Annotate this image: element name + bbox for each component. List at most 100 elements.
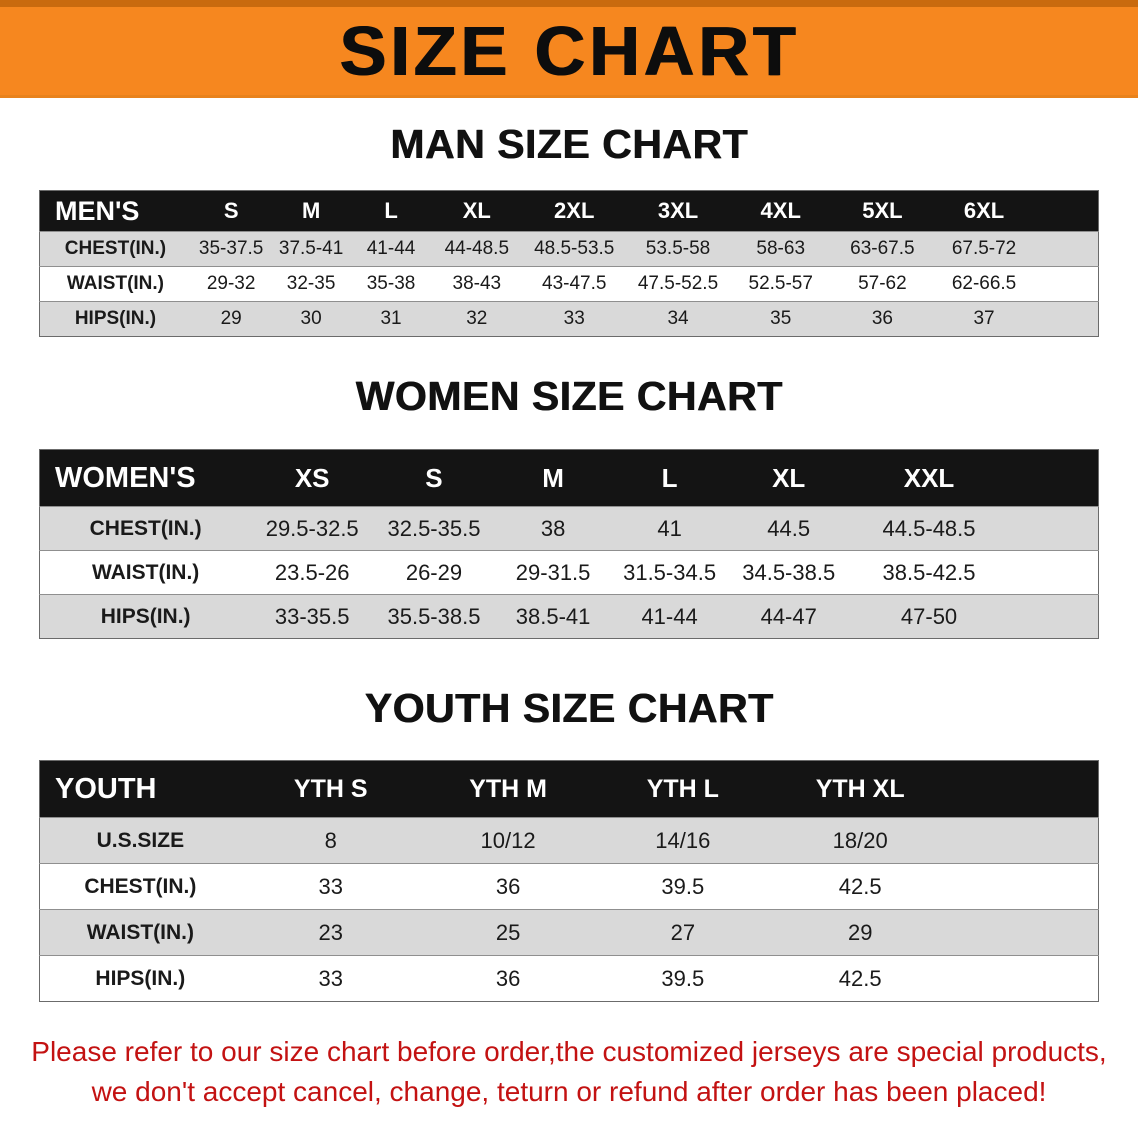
row-label: WAIST(IN.) [86, 920, 195, 944]
size-value-cell: 53.5-58 [645, 238, 711, 259]
size-value-cell: 47.5-52.5 [637, 273, 719, 294]
size-value-cell: 31.5-34.5 [623, 559, 717, 585]
spacer-cell [1008, 595, 1098, 639]
spacer-cell [950, 956, 1098, 1002]
size-value-cell: 26-29 [405, 559, 463, 585]
size-value-cell: 36 [495, 873, 521, 899]
size-value-cell: 32 [466, 308, 488, 329]
women-size-table: WOMEN'S XS S M L XL XXL CHEST(IN.) 29.5-… [39, 449, 1099, 639]
size-column-header: S [223, 198, 239, 223]
size-value-cell: 29-31.5 [515, 559, 591, 585]
spacer-cell [950, 910, 1098, 956]
spacer-cell [1035, 232, 1099, 267]
size-value-cell: 57-62 [858, 273, 907, 294]
disclaimer-line: we don't accept cancel, change, teturn o… [91, 1075, 1047, 1107]
size-value-cell: 44.5 [767, 515, 811, 541]
youth-size-table: YOUTH YTH S YTH M YTH L YTH XL U.S.SIZE … [39, 760, 1099, 1002]
size-value-cell: 29 [847, 919, 873, 945]
size-chart-banner: SIZE CHART [0, 0, 1138, 98]
size-value-cell: 38 [540, 515, 566, 541]
size-value-cell: 35 [770, 308, 792, 329]
table-row: CHEST(IN.) 33 36 39.5 42.5 [39, 863, 1099, 910]
row-label: CHEST(IN.) [84, 874, 197, 898]
size-value-cell: 23 [318, 919, 343, 945]
size-value-cell: 29-32 [206, 273, 256, 294]
row-label: CHEST(IN.) [89, 516, 202, 540]
size-value-cell: 36 [495, 965, 521, 991]
size-column-header: 5XL [862, 198, 903, 223]
size-value-cell: 67.5-72 [951, 238, 1017, 259]
size-column-header: XS [294, 462, 330, 493]
table-header-row: YOUTH YTH S YTH M YTH L YTH XL [39, 760, 1099, 818]
size-value-cell: 37 [973, 308, 995, 329]
size-column-header: YTH M [469, 774, 547, 803]
spacer-cell [950, 761, 1098, 818]
size-column-header: 2XL [554, 198, 595, 223]
size-column-header: YTH S [293, 774, 368, 803]
size-value-cell: 14/16 [655, 827, 711, 853]
row-label: HIPS(IN.) [100, 604, 191, 628]
spacer-cell [950, 864, 1098, 910]
size-value-cell: 38-43 [452, 273, 502, 294]
size-value-cell: 41-44 [641, 603, 698, 629]
size-value-cell: 39.5 [661, 873, 705, 899]
size-value-cell: 48.5-53.5 [534, 238, 615, 259]
table-row: CHEST(IN.) 35-37.5 37.5-41 41-44 44-48.5… [39, 231, 1099, 267]
row-label: WAIST(IN.) [91, 560, 200, 584]
size-value-cell: 62-66.5 [951, 273, 1017, 294]
spacer-cell [950, 818, 1098, 864]
size-value-cell: 38.5-41 [515, 603, 591, 629]
table-header-row: WOMEN'S XS S M L XL XXL [39, 449, 1099, 507]
size-value-cell: 42.5 [838, 965, 882, 991]
row-label: U.S.SIZE [96, 828, 185, 852]
size-column-header: XL [772, 462, 806, 493]
spacer-cell [1008, 507, 1098, 551]
table-row: CHEST(IN.) 29.5-32.5 32.5-35.5 38 41 44.… [39, 506, 1099, 551]
size-value-cell: 63-67.5 [850, 238, 915, 259]
row-label: HIPS(IN.) [95, 966, 186, 990]
size-value-cell: 33 [318, 873, 343, 899]
disclaimer-text: Please refer to our size chart before or… [0, 1032, 1138, 1112]
youth-section-heading: YOUTH SIZE CHART [364, 685, 774, 731]
size-value-cell: 25 [495, 919, 521, 945]
size-column-header: 4XL [760, 198, 801, 223]
size-value-cell: 33 [563, 308, 585, 329]
women-table-title: WOMEN'S [55, 461, 196, 494]
size-value-cell: 8 [324, 827, 337, 853]
size-column-header: 6XL [963, 198, 1005, 223]
table-row: WAIST(IN.) 23.5-26 26-29 29-31.5 31.5-34… [39, 550, 1099, 595]
size-value-cell: 43-47.5 [542, 273, 607, 294]
row-label: HIPS(IN.) [74, 308, 157, 329]
size-value-cell: 35.5-38.5 [387, 603, 481, 629]
size-value-cell: 42.5 [838, 873, 882, 899]
size-value-cell: 30 [300, 308, 322, 329]
size-column-header: 3XL [657, 198, 699, 223]
page-title: SIZE CHART [339, 12, 799, 90]
size-value-cell: 44.5-48.5 [882, 515, 976, 541]
size-value-cell: 10/12 [480, 827, 536, 853]
size-column-header: L [384, 198, 398, 223]
size-column-header: L [661, 462, 678, 493]
spacer-cell [1008, 551, 1098, 595]
size-value-cell: 58-63 [756, 238, 806, 259]
size-column-header: YTH XL [815, 774, 905, 803]
size-value-cell: 29.5-32.5 [265, 515, 359, 541]
men-table-title: MEN'S [55, 195, 140, 226]
size-value-cell: 36 [871, 308, 893, 329]
size-value-cell: 44-47 [760, 603, 817, 629]
table-row: HIPS(IN.) 29 30 31 32 33 34 35 36 37 [39, 301, 1099, 337]
spacer-cell [1035, 302, 1099, 337]
size-column-header: M [301, 198, 321, 223]
size-value-cell: 33-35.5 [274, 603, 350, 629]
table-row: WAIST(IN.) 23 25 27 29 [39, 909, 1099, 956]
size-value-cell: 41-44 [366, 238, 416, 259]
table-header-row: MEN'S S M L XL 2XL 3XL 4XL 5XL 6XL [39, 190, 1099, 232]
spacer-cell [1035, 267, 1099, 302]
size-value-cell: 34 [667, 308, 689, 329]
size-value-cell: 52.5-57 [748, 273, 813, 294]
size-value-cell: 29 [220, 308, 242, 329]
size-value-cell: 33 [318, 965, 343, 991]
size-value-cell: 38.5-42.5 [882, 559, 976, 585]
size-value-cell: 31 [380, 308, 402, 329]
disclaimer-line: Please refer to our size chart before or… [31, 1036, 1107, 1067]
